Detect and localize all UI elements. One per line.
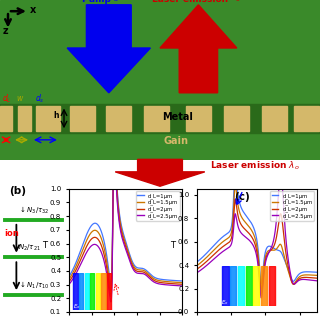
Bar: [18, 106, 31, 131]
Text: (c): (c): [235, 193, 250, 203]
Bar: [0, 106, 12, 131]
Bar: [70, 106, 95, 131]
Bar: [144, 106, 169, 131]
Y-axis label: T: T: [42, 241, 47, 250]
Bar: [262, 106, 287, 131]
Text: $d_L$: $d_L$: [2, 92, 11, 105]
Text: $\lambda_o$: $\lambda_o$: [229, 0, 241, 4]
Text: $w$: $w$: [16, 94, 24, 103]
Bar: [0, 104, 320, 133]
Legend: d_L=1μm, d_L=1.5μm, d_L=2μm, d_L=2.5μm: d_L=1μm, d_L=1.5μm, d_L=2μm, d_L=2.5μm: [270, 191, 314, 220]
Text: x: x: [30, 5, 36, 15]
Legend: d_L=1μm, d_L=1.5μm, d_L=2μm, d_L=2.5μm: d_L=1μm, d_L=1.5μm, d_L=2μm, d_L=2.5μm: [136, 191, 180, 220]
Text: $\downarrow N_1/\tau_{10}$: $\downarrow N_1/\tau_{10}$: [18, 279, 50, 291]
Bar: [294, 106, 319, 131]
Text: $\downarrow N_3/\tau_{32}$: $\downarrow N_3/\tau_{32}$: [18, 204, 50, 216]
Text: Gain: Gain: [164, 136, 188, 146]
Bar: [224, 106, 249, 131]
Text: $d_s$: $d_s$: [35, 92, 45, 105]
Text: h: h: [54, 111, 59, 120]
Text: ion: ion: [4, 229, 19, 238]
Text: $N_2/\tau_{21}$: $N_2/\tau_{21}$: [18, 243, 41, 253]
Text: Laser emission: Laser emission: [152, 0, 231, 4]
Y-axis label: T: T: [170, 241, 175, 250]
Bar: [36, 106, 60, 131]
Polygon shape: [67, 5, 150, 93]
Text: Laser emission $\lambda_o$: Laser emission $\lambda_o$: [210, 160, 300, 172]
Bar: [106, 106, 131, 131]
Bar: [186, 106, 211, 131]
Text: (b): (b): [9, 186, 26, 196]
Text: Metal: Metal: [162, 112, 193, 122]
Polygon shape: [115, 159, 205, 186]
Text: Pump: Pump: [82, 0, 114, 4]
Polygon shape: [160, 5, 237, 93]
Text: z: z: [2, 26, 8, 36]
Text: $\lambda_a$: $\lambda_a$: [107, 0, 119, 4]
